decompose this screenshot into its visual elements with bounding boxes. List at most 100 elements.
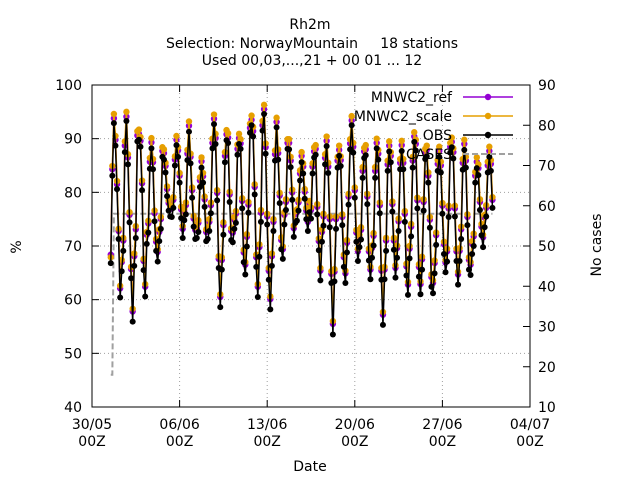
series-obs-point xyxy=(329,331,336,338)
series-obs-point xyxy=(461,146,468,153)
y2-tick-label: 50 xyxy=(538,239,556,255)
series-obs-point xyxy=(339,222,346,229)
series-mnwc2-scale-point xyxy=(237,136,244,143)
series-obs-point xyxy=(331,278,338,285)
series-obs-point xyxy=(279,255,286,262)
series-obs-point xyxy=(151,218,158,225)
series-obs-point xyxy=(142,293,149,300)
series-obs-point xyxy=(450,155,457,162)
series-obs-point xyxy=(157,225,164,232)
series-mnwc2-scale-point xyxy=(248,112,255,119)
series-obs-point xyxy=(470,243,477,249)
series-obs-point xyxy=(359,174,366,181)
series-obs-point xyxy=(198,164,205,171)
series-obs-point xyxy=(381,276,388,283)
y2-tick-label: 80 xyxy=(538,118,556,134)
series-obs-point xyxy=(400,166,407,173)
series-obs-point xyxy=(309,170,316,177)
series-obs-point xyxy=(389,208,396,215)
series-obs-point xyxy=(408,233,415,240)
x-tick-label-time: 00Z xyxy=(341,434,368,450)
series-obs-point xyxy=(364,201,371,208)
series-obs-point xyxy=(129,318,136,325)
series-obs-point xyxy=(456,258,463,265)
series-obs-point xyxy=(273,124,280,131)
series-obs-point xyxy=(322,161,329,168)
series-mnwc2-scale-point xyxy=(298,148,305,156)
series-obs-point xyxy=(462,164,469,171)
series-obs-point xyxy=(148,145,155,152)
series-obs-point xyxy=(250,133,257,140)
series-obs-point xyxy=(467,271,474,278)
series-mnwc2-scale-point xyxy=(173,132,180,140)
x-tick-label-date: 13/06 xyxy=(247,417,287,433)
series-obs-point xyxy=(193,234,200,241)
series-obs-point xyxy=(128,275,135,282)
series-obs-point xyxy=(212,141,219,148)
series-obs-point xyxy=(440,251,447,258)
series-obs-point xyxy=(318,238,325,245)
series-obs-point xyxy=(107,260,114,267)
series-obs-point xyxy=(109,172,116,179)
series-obs-point xyxy=(231,225,238,232)
series-mnwc2-scale-point xyxy=(185,118,193,125)
x-tick-label-date: 06/06 xyxy=(159,417,199,433)
y2-axis-label: No cases xyxy=(589,214,605,277)
series-mnwc2-scale-point xyxy=(386,138,393,145)
series-obs-point xyxy=(162,169,169,176)
series-obs-point xyxy=(444,258,451,265)
series-obs-point xyxy=(376,210,383,217)
series-obs-point xyxy=(403,272,410,279)
series-obs-point xyxy=(304,227,311,234)
series-obs-point xyxy=(437,169,444,176)
series-mnwc2-scale-point xyxy=(110,110,118,118)
series-obs-point xyxy=(286,146,293,153)
y-tick-label: 100 xyxy=(55,78,82,94)
series-obs-point xyxy=(394,254,401,261)
y-tick-label: 80 xyxy=(64,185,82,201)
series-obs-point xyxy=(251,191,258,198)
series-obs-point xyxy=(411,138,418,145)
series-obs-point xyxy=(430,290,437,297)
y2-tick-label: 70 xyxy=(538,159,556,175)
series-mnwc2-scale-point xyxy=(335,142,343,149)
series-obs-point xyxy=(160,156,167,163)
series-obs-point xyxy=(425,179,432,186)
series-obs-point xyxy=(469,251,476,258)
series-obs-point xyxy=(315,247,322,254)
series-obs-point xyxy=(489,204,496,211)
series-obs-point xyxy=(118,268,125,275)
series-obs-point xyxy=(306,209,313,216)
series-obs-point xyxy=(165,207,172,214)
series-obs-point xyxy=(201,203,208,210)
series-obs-point xyxy=(300,170,307,177)
series-obs-point xyxy=(314,211,321,218)
series-obs-point xyxy=(295,207,302,214)
series-obs-point xyxy=(287,164,294,171)
series-obs-point xyxy=(229,239,236,246)
series-obs-point xyxy=(478,232,485,239)
y-axis-label: % xyxy=(9,240,25,253)
series-obs-point xyxy=(207,210,214,217)
series-obs-point xyxy=(387,159,394,166)
series-obs-point xyxy=(257,218,264,225)
series-obs-point xyxy=(218,266,225,273)
series-obs-point xyxy=(486,153,493,160)
series-obs-point xyxy=(243,243,250,250)
series-obs-point xyxy=(236,141,243,148)
series-mnwc2-scale-point xyxy=(373,135,380,142)
series-mnwc2-scale-point xyxy=(436,143,443,150)
series-obs-point xyxy=(353,238,360,245)
series-obs-point xyxy=(135,136,142,143)
series-obs-point xyxy=(290,233,297,240)
series-obs-point xyxy=(326,224,333,231)
series-obs-point xyxy=(372,174,379,181)
series-obs-point xyxy=(448,144,455,151)
series-obs-point xyxy=(254,293,261,300)
series-obs-point xyxy=(140,267,147,274)
series-obs-point xyxy=(433,241,440,248)
series-obs-point xyxy=(350,149,357,156)
x-tick-label-time: 00Z xyxy=(516,434,543,450)
series-obs-point xyxy=(348,122,355,129)
chart-subtitle-line-1: Selection: NorwayMountain 18 stations xyxy=(166,36,458,52)
